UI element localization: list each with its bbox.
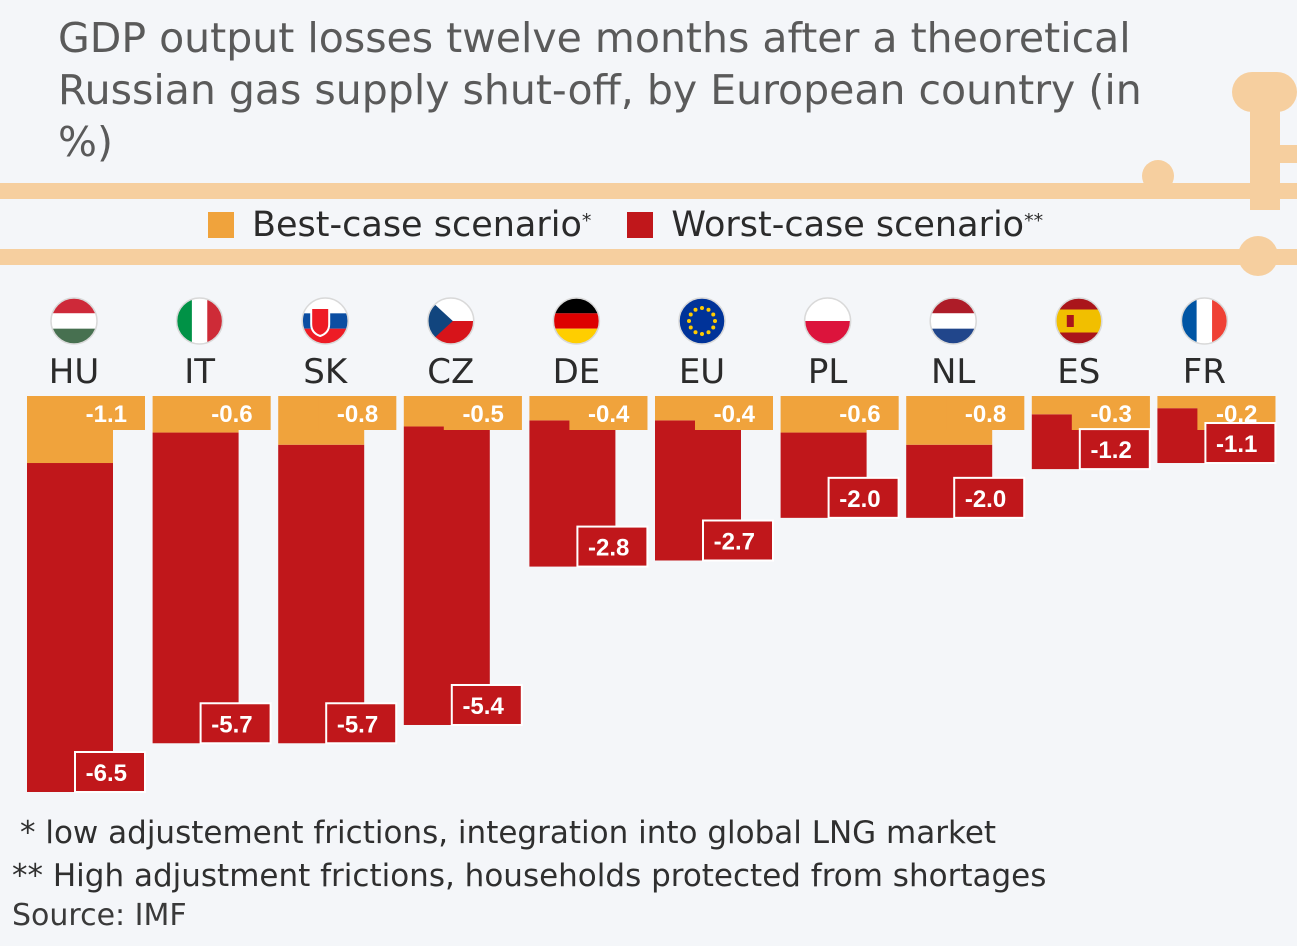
eu-flag-icon [678, 297, 726, 345]
best-value-label-pl: -0.6 [839, 401, 880, 428]
worst-label-box-de [577, 526, 648, 567]
category-label-pl: PL [808, 352, 848, 392]
slovakia-flag-icon [301, 297, 349, 345]
best-label-bg-de [569, 396, 648, 430]
best-value-label-it: -0.6 [211, 401, 252, 428]
worst-bar-hu [27, 463, 113, 792]
france-flag-icon [1180, 297, 1229, 345]
worst-label-border-es [1078, 428, 1151, 471]
legend-label-best: Best-case scenario [252, 205, 582, 245]
category-label-es: ES [1057, 352, 1100, 392]
category-label-fr: FR [1183, 352, 1226, 392]
worst-value-label-pl: -2.0 [839, 486, 880, 513]
worst-value-label-cz: -5.4 [462, 693, 504, 720]
spain-flag-icon [1055, 297, 1103, 345]
source-note: Source: IMF [12, 898, 187, 933]
worst-value-label-es: -1.2 [1090, 437, 1131, 464]
worst-value-label-sk: -5.7 [337, 711, 378, 738]
worst-value-label-hu: -6.5 [86, 760, 127, 787]
worst-label-border-eu [702, 519, 774, 562]
worst-value-label-eu: -2.7 [714, 528, 755, 555]
footnotes: * low adjustement frictions, integration… [12, 812, 1046, 898]
worst-value-label-nl: -2.0 [965, 486, 1006, 513]
category-label-eu: EU [679, 352, 725, 392]
chart-legend: Best-case scenario * Worst-case scenario *… [208, 200, 1079, 250]
category-label-sk: SK [303, 352, 349, 392]
worst-label-box-hu [75, 752, 145, 792]
poland-flag-icon [803, 297, 852, 345]
worst-label-border-it [199, 702, 272, 745]
category-label-cz: CZ [427, 352, 474, 392]
worst-label-border-nl [953, 476, 1026, 519]
germany-flag-icon [552, 297, 601, 345]
title-line-2: Russian gas supply shut-off, by European… [58, 66, 1142, 166]
worst-label-box-cz [451, 684, 522, 725]
best-label-bg-cz [443, 396, 522, 430]
legend-swatch-worst [627, 212, 654, 238]
legend-mark-best: * [581, 210, 592, 232]
footnote-2: ** High adjustment frictions, households… [12, 858, 1047, 894]
category-label-it: IT [184, 352, 215, 392]
italy-flag-icon [175, 297, 224, 345]
czechia-flag-icon [427, 297, 475, 345]
best-value-label-cz: -0.5 [462, 401, 503, 428]
worst-value-label-it: -5.7 [211, 711, 252, 738]
worst-label-border-sk [325, 702, 398, 745]
category-label-hu: HU [49, 352, 99, 392]
worst-label-border-fr [1204, 422, 1277, 465]
best-value-label-nl: -0.8 [965, 401, 1006, 428]
best-label-bg-es [1071, 396, 1150, 430]
best-label-bg-hu [67, 396, 145, 430]
worst-label-border-de [576, 525, 649, 568]
chart-title: GDP output losses twelve months after a … [58, 12, 1198, 168]
worst-label-box-eu [703, 520, 773, 561]
best-label-bg-nl [946, 396, 1025, 430]
worst-label-border-pl [827, 476, 900, 519]
worst-label-box-it [200, 703, 271, 744]
worst-label-box-nl [954, 477, 1025, 518]
worst-bar-cz [403, 426, 490, 725]
best-value-label-hu: -1.1 [86, 401, 127, 428]
worst-label-box-es [1079, 429, 1150, 470]
best-label-bg-sk [318, 396, 397, 430]
netherlands-flag-icon [929, 297, 977, 345]
worst-value-label-de: -2.8 [588, 535, 629, 562]
hungary-flag-icon [50, 297, 98, 345]
category-label-de: DE [553, 352, 601, 392]
legend-item-worst: Worst-case scenario ** [627, 205, 1043, 245]
worst-bar-it [152, 432, 239, 744]
title-line-1: GDP output losses twelve months after a … [58, 14, 1131, 62]
worst-label-box-pl [828, 477, 899, 518]
best-value-label-sk: -0.8 [337, 401, 378, 428]
worst-bar-sk [278, 444, 365, 744]
legend-item-best: Best-case scenario * [208, 205, 591, 245]
worst-label-box-fr [1205, 423, 1276, 464]
footnote-1: * low adjustement frictions, integration… [20, 815, 997, 851]
legend-mark-worst: ** [1024, 210, 1044, 232]
worst-label-border-cz [450, 683, 523, 726]
worst-label-box-sk [326, 703, 397, 744]
worst-value-label-fr: -1.1 [1216, 431, 1257, 458]
best-label-bg-eu [695, 396, 773, 430]
category-label-nl: NL [931, 352, 975, 392]
best-value-label-es: -0.3 [1090, 401, 1131, 428]
best-value-label-de: -0.4 [588, 401, 630, 428]
best-value-label-eu: -0.4 [714, 401, 756, 428]
worst-label-border-hu [74, 751, 146, 793]
best-label-bg-it [192, 396, 271, 430]
legend-swatch-best [208, 212, 234, 238]
legend-label-worst: Worst-case scenario [671, 205, 1025, 245]
best-label-bg-pl [820, 396, 899, 430]
